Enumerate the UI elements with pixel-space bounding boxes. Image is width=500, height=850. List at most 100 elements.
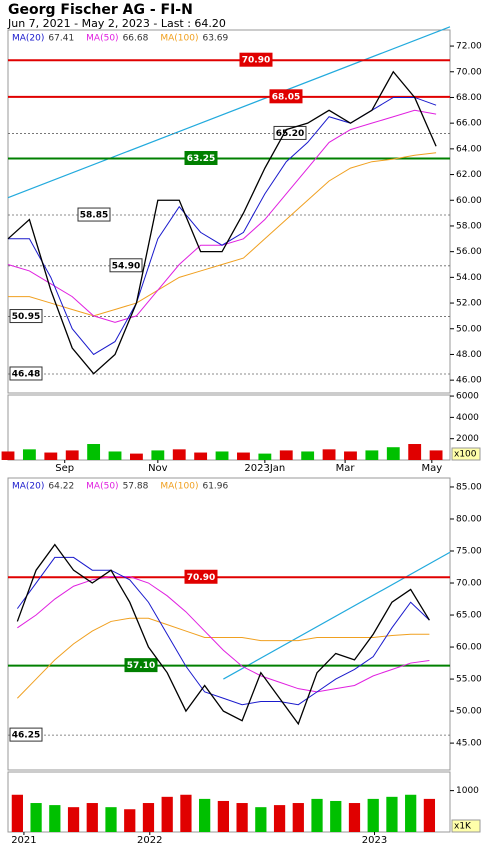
volume-bar	[22, 449, 36, 460]
level-label: 50.95	[12, 312, 40, 322]
ma-line	[17, 617, 430, 699]
volume-bar	[386, 796, 398, 832]
volume-bar	[348, 803, 361, 832]
volume-bar	[258, 453, 272, 460]
x-tick-label: Nov	[148, 463, 168, 474]
volume-bar	[151, 450, 165, 460]
chart-title: Georg Fischer AG - FI-N	[8, 2, 193, 18]
volume-bar	[322, 449, 336, 460]
volume-bar	[105, 807, 117, 832]
unit-label: x1K	[454, 822, 472, 832]
volume-bar	[142, 803, 155, 832]
price-line	[7, 70, 437, 375]
level-label: 63.25	[187, 154, 215, 164]
y-tick-label: 55.00	[456, 675, 482, 685]
level-label: 54.90	[112, 261, 140, 271]
y-tick-label: 64.00	[456, 144, 482, 154]
volume-bar	[130, 453, 143, 460]
y-tick-label: 75.00	[456, 547, 482, 557]
legend-value: 63.69	[202, 34, 228, 44]
legend-value: 57.88	[123, 482, 149, 492]
level-label: 46.48	[12, 369, 40, 379]
y-tick-label: 65.00	[456, 611, 482, 621]
level-label-box	[9, 727, 43, 742]
y-tick-label: 80.00	[456, 514, 482, 524]
volume-bar	[172, 449, 186, 460]
volume-bar	[87, 444, 101, 460]
legend-name: MA(100)	[160, 34, 198, 44]
x-tick-label: 2023Jan	[244, 463, 285, 474]
volume-bar	[408, 444, 422, 460]
unit-label: x100	[454, 450, 477, 460]
level-label: 58.85	[80, 211, 108, 221]
volume-bar	[161, 796, 173, 832]
level-label-box	[239, 52, 273, 67]
volume-bar	[67, 807, 80, 832]
unit-box	[451, 819, 481, 833]
level-label-box	[77, 207, 111, 222]
volume-bar	[255, 807, 267, 832]
ma-line	[16, 556, 430, 706]
x-tick-label: 2021	[11, 835, 36, 846]
volume-bar	[194, 452, 208, 460]
y-tick-label: 45.00	[456, 739, 482, 749]
volume-bar	[108, 451, 122, 460]
panel-frame	[7, 29, 451, 394]
y-tick-label: 50.00	[456, 707, 482, 717]
legend-name: MA(50)	[86, 34, 118, 44]
volume-bar	[292, 803, 304, 832]
level-label: 46.25	[12, 731, 40, 741]
legend-value: 66.68	[123, 34, 149, 44]
volume-bar	[180, 794, 192, 832]
volume-bar	[65, 450, 79, 460]
volume-bar	[215, 451, 229, 460]
y-tick-label: 58.00	[456, 221, 482, 231]
y-tick-label: 6000	[456, 392, 479, 402]
level-label-box	[184, 150, 218, 165]
legend-name: MA(100)	[160, 482, 198, 492]
level-label-box	[184, 569, 218, 584]
volume-bar	[365, 450, 379, 460]
y-tick-label: 52.00	[456, 299, 482, 309]
y-tick-label: 70.00	[456, 579, 482, 589]
y-tick-label: 66.00	[456, 119, 482, 129]
volume-bar	[330, 800, 342, 832]
volume-bar	[429, 450, 443, 460]
y-tick-label: 62.00	[456, 170, 482, 180]
ma-line	[17, 576, 430, 693]
volume-bar	[1, 451, 15, 460]
y-tick-label: 48.00	[456, 350, 482, 360]
x-tick-label: May	[421, 463, 442, 474]
x-tick-label: Sep	[55, 463, 74, 474]
y-tick-label: 1000	[456, 786, 479, 796]
y-tick-label: 70.00	[456, 67, 482, 77]
y-tick-label: 4000	[456, 413, 479, 423]
volume-bar	[237, 452, 250, 460]
volume-bar	[199, 798, 211, 832]
level-label-box	[9, 309, 43, 324]
trendline	[223, 551, 451, 680]
panel-frame	[7, 394, 451, 461]
volume-bar	[30, 803, 42, 832]
x-tick-label: Mar	[336, 463, 356, 474]
trendline	[7, 26, 451, 199]
volume-bar	[386, 447, 400, 460]
legend-name: MA(50)	[86, 482, 118, 492]
y-tick-label: 68.00	[456, 93, 482, 103]
x-tick-label: 2022	[137, 835, 162, 846]
volume-bar	[236, 803, 248, 832]
y-tick-label: 2000	[456, 434, 479, 444]
volume-bar	[217, 800, 229, 832]
panel-frame	[7, 477, 451, 771]
volume-bar	[301, 451, 315, 460]
volume-bar	[367, 798, 379, 832]
legend-value: 61.96	[202, 482, 228, 492]
legend-value: 67.41	[48, 34, 74, 44]
volume-bar	[344, 451, 357, 460]
level-label: 70.90	[242, 56, 270, 66]
level-label: 68.05	[272, 92, 300, 102]
volume-bar	[86, 803, 98, 832]
volume-bar	[279, 450, 293, 460]
